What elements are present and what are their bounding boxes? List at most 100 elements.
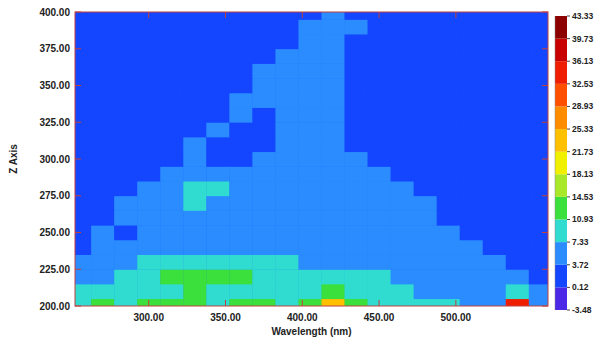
y-axis-title: Z Axis	[8, 144, 19, 174]
cell	[529, 255, 548, 270]
cell	[137, 166, 160, 181]
cells	[75, 12, 548, 306]
cell	[229, 108, 252, 123]
cell	[252, 108, 275, 123]
cell	[483, 255, 506, 270]
cell	[229, 255, 252, 270]
cell	[275, 34, 298, 49]
cell	[183, 34, 206, 49]
cell	[75, 63, 92, 78]
cell	[229, 122, 252, 137]
cell	[75, 19, 92, 34]
colorbar-axis	[555, 16, 556, 310]
y-tick	[75, 48, 81, 49]
cell	[414, 240, 437, 255]
cell	[206, 225, 229, 240]
cell	[414, 108, 437, 123]
plot-background	[75, 12, 548, 306]
cell	[137, 152, 160, 167]
colorbar-label: 18.13	[572, 169, 594, 179]
cell	[160, 63, 183, 78]
cell	[137, 34, 160, 49]
cell	[75, 12, 92, 20]
cell	[229, 181, 252, 196]
cell	[506, 63, 529, 78]
cell	[160, 122, 183, 137]
y-tick	[542, 12, 548, 13]
cell	[160, 108, 183, 123]
cell	[483, 108, 506, 123]
cell	[529, 225, 548, 240]
colorbar-band	[555, 287, 567, 310]
cell	[460, 63, 483, 78]
cell	[345, 19, 368, 34]
cell	[183, 122, 206, 137]
cell	[206, 269, 229, 284]
cell	[321, 93, 344, 108]
cell	[137, 196, 160, 211]
y-tick-label: 375.00	[39, 43, 70, 54]
colorbar-band	[555, 265, 567, 288]
cell	[529, 284, 548, 299]
cell	[391, 63, 414, 78]
cell	[298, 49, 321, 64]
cell	[391, 255, 414, 270]
cell	[91, 255, 114, 270]
cell	[114, 137, 137, 152]
cell	[460, 269, 483, 284]
cell	[345, 210, 368, 225]
cell	[368, 93, 391, 108]
cell	[91, 93, 114, 108]
cell	[368, 137, 391, 152]
cell	[298, 225, 321, 240]
colorbar-tick	[567, 264, 570, 265]
cell	[91, 152, 114, 167]
cell	[345, 122, 368, 137]
cell	[298, 269, 321, 284]
cell	[252, 196, 275, 211]
cell	[252, 240, 275, 255]
cell	[391, 108, 414, 123]
cell	[206, 93, 229, 108]
y-tick-label: 200.00	[39, 301, 70, 312]
cell	[460, 137, 483, 152]
cell	[321, 63, 344, 78]
cell	[391, 19, 414, 34]
y-tick-label: 275.00	[39, 190, 70, 201]
y-tick	[75, 122, 81, 123]
cell	[137, 284, 160, 299]
cell	[460, 225, 483, 240]
cell	[506, 299, 529, 306]
cell	[206, 122, 229, 137]
cell	[321, 269, 344, 284]
cell	[91, 196, 114, 211]
cell	[229, 210, 252, 225]
cell	[529, 34, 548, 49]
cell	[506, 34, 529, 49]
x-tick	[379, 12, 380, 18]
cell	[229, 269, 252, 284]
cell	[460, 122, 483, 137]
cell	[414, 166, 437, 181]
cell	[252, 78, 275, 93]
cell	[460, 78, 483, 93]
cell	[91, 49, 114, 64]
cell	[298, 34, 321, 49]
cell	[75, 49, 92, 64]
cell	[391, 78, 414, 93]
y-tick	[75, 269, 81, 270]
y-tick	[75, 12, 81, 13]
y-tick	[75, 232, 81, 233]
cell	[275, 78, 298, 93]
cell	[368, 181, 391, 196]
cell	[391, 12, 414, 20]
cell	[298, 299, 321, 306]
cell	[206, 299, 229, 306]
cell	[206, 196, 229, 211]
cell	[137, 137, 160, 152]
cell	[437, 34, 460, 49]
colorbar-band	[555, 61, 567, 84]
cell	[437, 108, 460, 123]
cell	[460, 284, 483, 299]
cell	[91, 299, 114, 306]
